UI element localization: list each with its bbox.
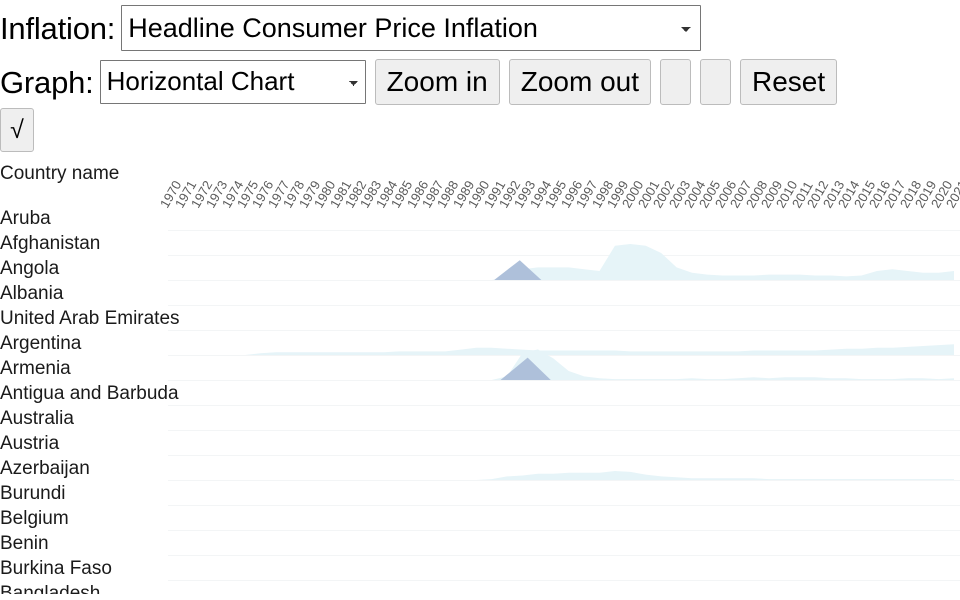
row-gridline <box>168 430 960 431</box>
row-gridline <box>168 255 960 256</box>
country-name-label: Argentina <box>0 333 82 354</box>
country-row[interactable]: Antigua and Barbuda <box>0 381 960 406</box>
country-row[interactable]: Burundi <box>0 481 960 506</box>
country-row[interactable]: Azerbaijan <box>0 456 960 481</box>
country-name-label: Benin <box>0 533 49 554</box>
country-row[interactable]: Argentina <box>0 331 960 356</box>
area-fill-light <box>168 349 954 380</box>
country-name-label: Bangladesh <box>0 583 101 594</box>
zoom-out-button[interactable]: Zoom out <box>508 59 652 105</box>
country-name-label: Armenia <box>0 358 71 379</box>
country-name-label: Belgium <box>0 508 69 529</box>
row-sparkline <box>168 567 954 594</box>
row-gridline <box>168 480 960 481</box>
graph-control-row: Graph: Horizontal ChartHeatmapLine Chart… <box>0 56 960 108</box>
country-row[interactable]: Burkina Faso <box>0 556 960 581</box>
pan-right-button[interactable] <box>700 59 732 105</box>
peak-highlight <box>494 260 542 280</box>
zoom-in-button[interactable]: Zoom in <box>374 59 500 105</box>
inflation-select[interactable]: Headline Consumer Price InflationEnergy … <box>121 5 702 51</box>
country-row[interactable]: Benin <box>0 531 960 556</box>
country-name-column-header: Country name <box>0 164 120 184</box>
row-sparkline <box>168 242 954 281</box>
row-sparkline <box>168 442 954 481</box>
country-row[interactable]: Aruba <box>0 206 960 231</box>
row-gridline <box>168 330 960 331</box>
country-row[interactable]: Australia <box>0 406 960 431</box>
country-name-label: Aruba <box>0 208 51 229</box>
country-row[interactable]: Bangladesh <box>0 581 960 594</box>
row-gridline <box>168 280 960 281</box>
toolbar: Inflation: Headline Consumer Price Infla… <box>0 0 960 160</box>
row-gridline <box>168 530 960 531</box>
country-name-label: Angola <box>0 258 60 279</box>
row-gridline <box>168 380 960 381</box>
row-gridline <box>168 505 960 506</box>
pan-left-button[interactable] <box>660 59 692 105</box>
area-fill-light <box>168 471 954 480</box>
country-rows: Aruba Afghanistan Angola Albania United Arab… <box>0 206 960 594</box>
row-gridline <box>168 355 960 356</box>
country-row[interactable]: United Arab Emirates <box>0 306 960 331</box>
country-name-label: Azerbaijan <box>0 458 90 479</box>
country-row[interactable]: Belgium <box>0 506 960 531</box>
sqrt-scale-button[interactable]: √ <box>0 108 34 152</box>
country-name-label: Albania <box>0 283 64 304</box>
country-name-label: Austria <box>0 433 60 454</box>
country-row[interactable]: Armenia <box>0 349 960 381</box>
graph-type-select[interactable]: Horizontal ChartHeatmapLine ChartTable <box>99 60 366 104</box>
reset-button[interactable]: Reset <box>740 59 838 105</box>
inflation-control-row: Inflation: Headline Consumer Price Infla… <box>0 0 960 56</box>
country-name-label: Burkina Faso <box>0 558 112 579</box>
row-gridline <box>168 405 960 406</box>
country-name-label: Antigua and Barbuda <box>0 383 179 404</box>
row-gridline <box>168 455 960 456</box>
country-row[interactable]: Austria <box>0 431 960 456</box>
country-name-label: Australia <box>0 408 74 429</box>
row-gridline <box>168 555 960 556</box>
country-name-label: Burundi <box>0 483 66 504</box>
horizontal-chart: Country name 1970 1971 1972 1973 1974 1975 197… <box>0 164 960 594</box>
peak-highlight <box>500 357 551 380</box>
row-sparkline <box>168 342 954 381</box>
country-row[interactable]: Albania <box>0 281 960 306</box>
row-gridline <box>168 580 960 581</box>
row-gridline <box>168 305 960 306</box>
country-name-label: Afghanistan <box>0 233 101 254</box>
graph-label: Graph: <box>0 64 94 100</box>
inflation-label: Inflation: <box>0 10 116 46</box>
country-row[interactable]: Angola <box>0 244 960 281</box>
country-name-label: United Arab Emirates <box>0 308 180 329</box>
row-gridline <box>168 230 960 231</box>
scale-control-row: √ <box>0 108 960 160</box>
area-fill-light <box>168 244 954 280</box>
row-sparkline <box>168 317 954 356</box>
country-row[interactable]: Afghanistan <box>0 231 960 256</box>
